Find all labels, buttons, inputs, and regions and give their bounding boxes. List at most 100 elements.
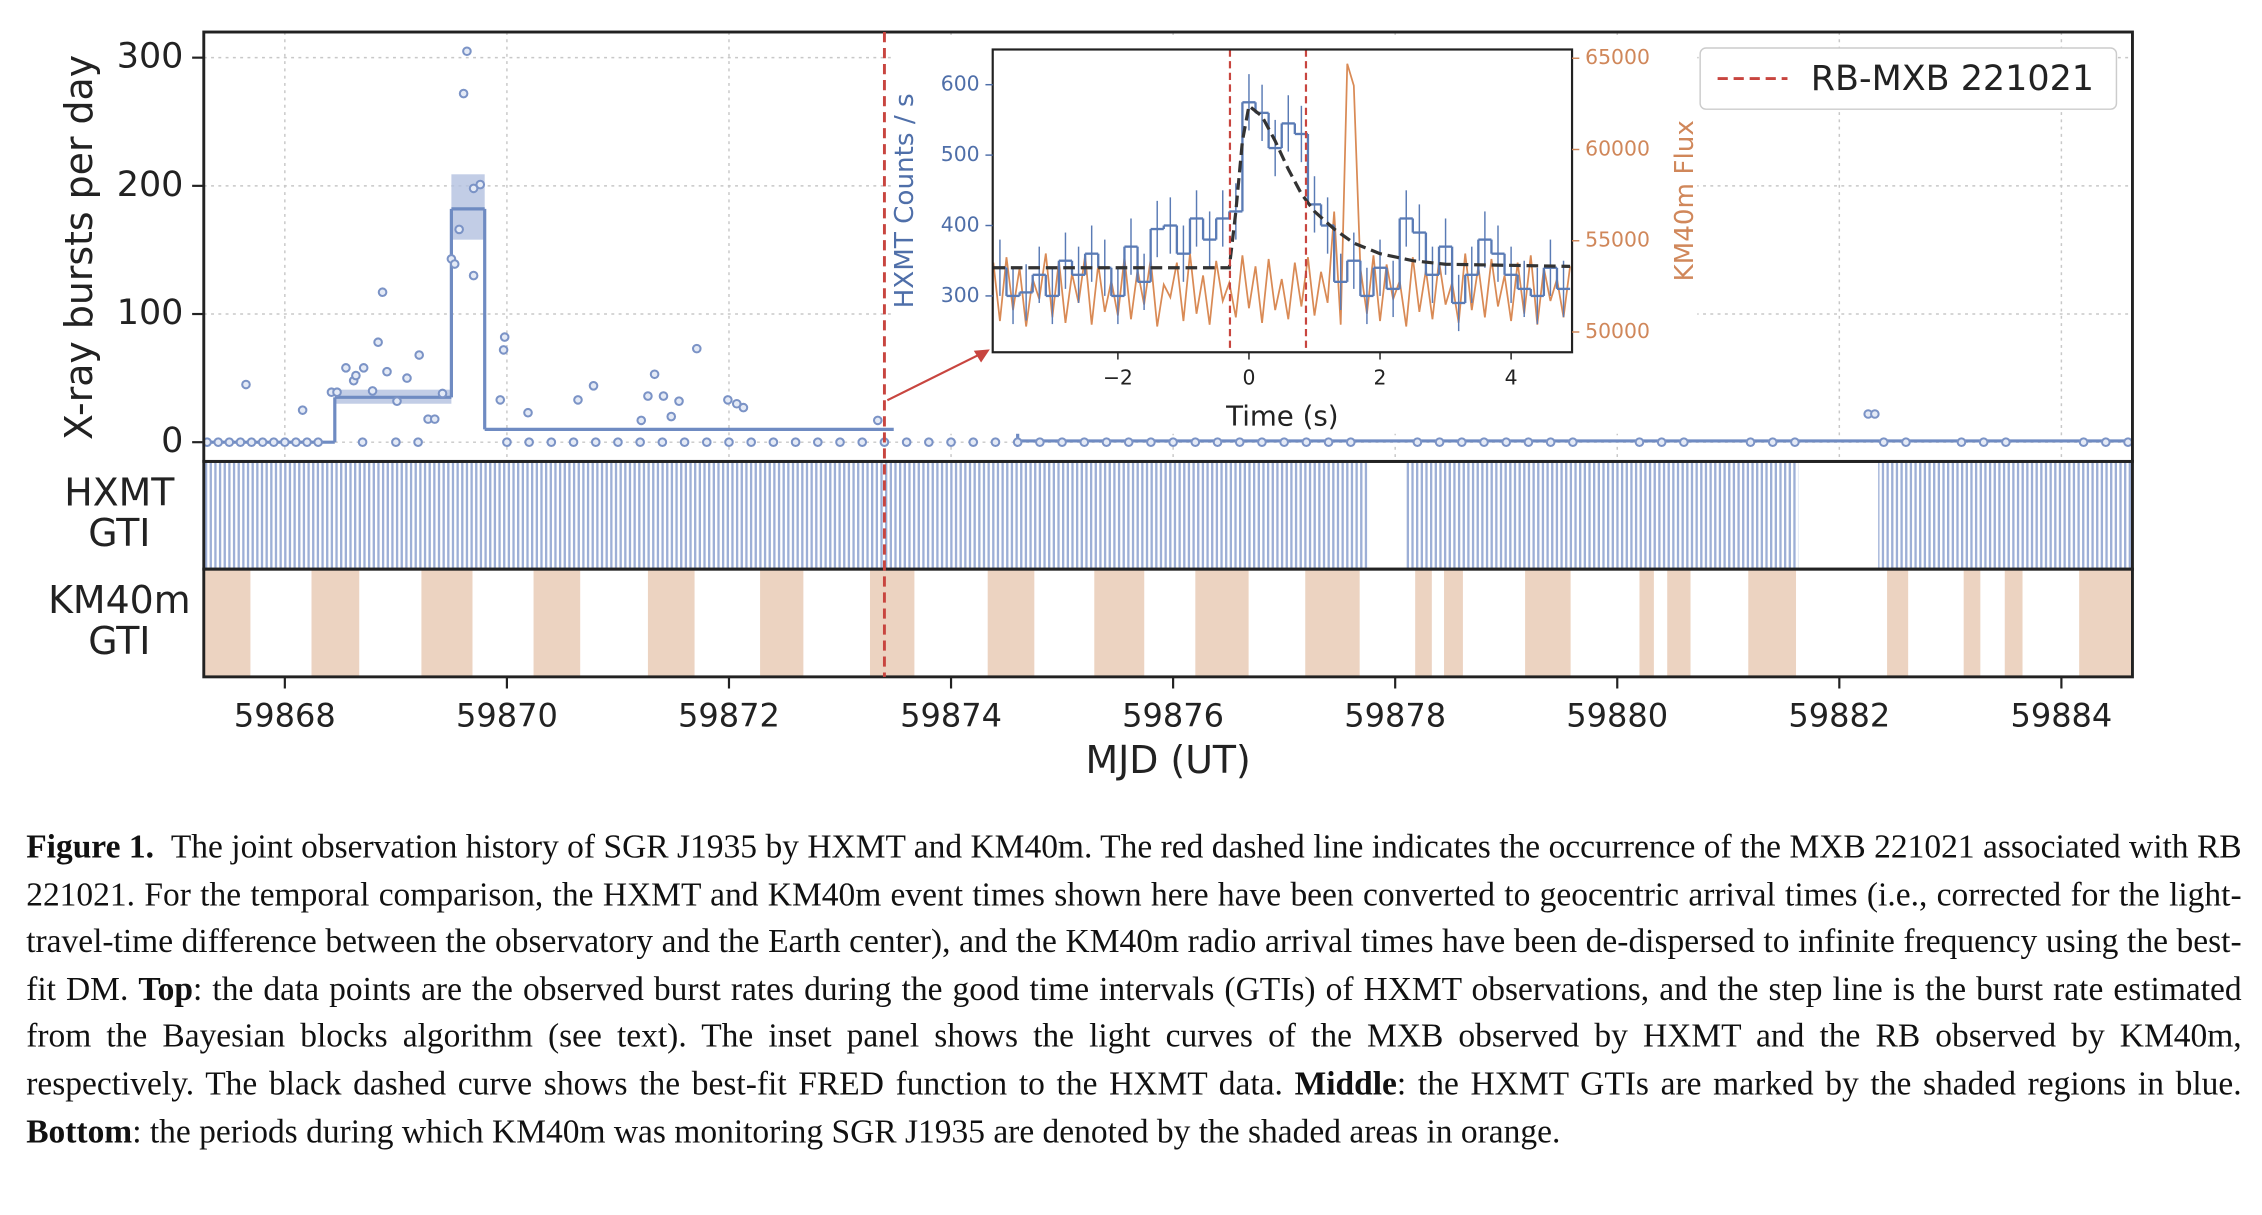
data-point	[429, 414, 440, 424]
data-point	[291, 437, 301, 448]
data-point	[738, 402, 749, 413]
y-tick-label: 600	[941, 72, 980, 96]
data-point	[724, 437, 734, 448]
caption-keyword: Bottom	[26, 1112, 133, 1150]
data-point	[458, 88, 469, 99]
panel-label: HXMT	[64, 470, 175, 514]
gti-interval	[1667, 569, 1691, 677]
data-point	[524, 437, 534, 448]
data-point	[1190, 437, 1201, 448]
y-tick-label: 0	[161, 421, 183, 461]
x-tick-label: 59880	[1566, 697, 1668, 735]
data-point	[358, 363, 369, 373]
gti-interval	[533, 569, 581, 677]
data-point	[835, 437, 845, 448]
data-point	[2101, 437, 2111, 448]
pointer-arrow	[886, 349, 988, 402]
x-tick-label: 59874	[900, 697, 1002, 735]
data-point	[280, 437, 290, 448]
gti-interval	[1415, 569, 1432, 677]
y2-tick-label: 60000	[1585, 136, 1650, 160]
data-point	[1956, 437, 1967, 448]
y2-tick-label: 50000	[1585, 319, 1650, 343]
fit-curve	[993, 102, 1571, 270]
x-tick-label: 59876	[1122, 697, 1224, 735]
data-point	[790, 437, 801, 448]
flux-line	[992, 63, 1571, 327]
data-point	[313, 437, 323, 448]
caption-keyword: Top	[138, 970, 194, 1007]
y2-axis-label: KM40m Flux	[1670, 120, 1700, 281]
data-point	[768, 437, 779, 448]
data-point	[1234, 437, 1245, 448]
y-tick-label: 100	[117, 293, 184, 333]
panel-label: GTI	[88, 619, 150, 663]
data-point	[392, 396, 402, 406]
x-tick-label: 59882	[1788, 697, 1890, 735]
data-point	[635, 437, 645, 448]
data-point	[449, 259, 460, 269]
gti-interval	[987, 569, 1035, 677]
x-tick-label: 59872	[678, 697, 780, 735]
data-point	[1790, 437, 1800, 448]
panel-frame	[202, 567, 2134, 679]
data-point	[901, 437, 912, 448]
y2-tick-label: 55000	[1585, 228, 1650, 252]
data-point	[1412, 437, 1423, 448]
data-point	[462, 46, 472, 57]
x-axis-label: MJD (UT)	[1085, 738, 1250, 782]
gti-interval	[1639, 569, 1654, 677]
data-point	[367, 386, 378, 396]
data-point	[946, 437, 956, 448]
data-point	[723, 395, 733, 405]
x-tick-label: 59884	[2010, 697, 2112, 735]
panel-label: GTI	[88, 511, 150, 555]
y-tick-label: 500	[941, 142, 980, 166]
data-point	[414, 350, 424, 360]
data-point	[872, 415, 883, 426]
gti-interval	[1878, 461, 2133, 570]
x-tick-label: 59870	[456, 697, 558, 735]
pointer-arrowhead	[973, 349, 990, 363]
data-point	[402, 373, 412, 383]
data-point	[1870, 409, 1880, 419]
data-point	[568, 437, 579, 448]
data-point	[657, 437, 668, 448]
gti-interval	[1963, 569, 1981, 677]
data-point	[1323, 437, 1334, 448]
data-point	[924, 437, 934, 448]
x-tick-label: 59868	[234, 697, 336, 735]
data-point	[302, 437, 312, 448]
caption-text: : the periods during which KM40m was mon…	[132, 1112, 1561, 1150]
caption: Figure 1. The joint observation history …	[26, 824, 2241, 1156]
gti-interval	[311, 569, 360, 677]
caption-text: : the HXMT GTIs are marked by the shaded…	[1396, 1065, 2242, 1102]
data-point	[813, 437, 823, 448]
data-point	[658, 391, 669, 401]
gti-interval	[869, 569, 915, 677]
data-point	[674, 396, 684, 406]
data-point	[224, 437, 235, 448]
data-point	[246, 437, 257, 448]
data-point	[643, 391, 653, 401]
data-point	[2078, 437, 2089, 448]
data-point	[1545, 437, 1556, 448]
y-tick-label: 300	[117, 37, 184, 77]
data-point	[746, 437, 756, 448]
data-point	[1101, 437, 1112, 448]
inset-frame	[991, 48, 1574, 354]
data-point	[1878, 437, 1889, 448]
data-point	[357, 437, 368, 448]
data-point	[679, 437, 690, 448]
caption-text: The joint observation history of SGR J19…	[26, 828, 2242, 1007]
data-point	[588, 380, 599, 391]
data-point	[454, 224, 464, 235]
y-tick-label: 200	[117, 165, 184, 205]
y-tick-label: 300	[941, 283, 980, 307]
y-tick-label: 400	[941, 213, 980, 237]
data-point	[498, 345, 509, 355]
data-point	[1745, 437, 1756, 448]
data-point	[1079, 437, 1090, 448]
